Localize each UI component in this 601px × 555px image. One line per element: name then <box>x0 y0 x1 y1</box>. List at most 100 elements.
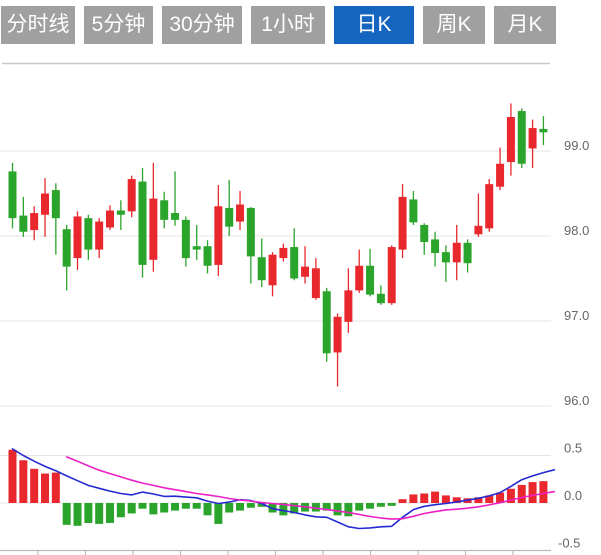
macd-bar <box>517 484 526 503</box>
candle <box>301 246 310 284</box>
candle <box>506 103 515 176</box>
macd-bar <box>214 503 223 524</box>
candle-body <box>387 247 396 304</box>
macd-bar <box>441 495 450 503</box>
candle <box>474 193 483 237</box>
price-axis-label: 97.0 <box>564 308 589 323</box>
candle <box>485 179 494 232</box>
macd-bar <box>344 503 353 517</box>
candle-body <box>246 207 255 257</box>
candle-body <box>539 128 548 133</box>
macd-bar <box>322 503 331 511</box>
price-axis-label: 96.0 <box>564 393 589 408</box>
candles-layer <box>8 103 548 387</box>
candle <box>452 224 461 281</box>
macd-bar <box>474 497 483 503</box>
candle-body <box>106 210 115 228</box>
price-axis-label: 99.0 <box>564 138 589 153</box>
macd-bar <box>41 473 50 503</box>
x-axis <box>0 549 551 555</box>
tab-5min[interactable]: 5分钟 <box>84 6 153 44</box>
candle-body <box>181 219 190 259</box>
candle <box>290 228 299 281</box>
macd-bar <box>485 495 494 503</box>
candle <box>376 285 385 305</box>
tab-monthly-k[interactable]: 月K <box>494 6 556 44</box>
macd-bar <box>355 503 364 511</box>
candle <box>441 245 450 282</box>
candle <box>149 162 158 272</box>
candle <box>387 245 396 305</box>
macd-bar <box>376 503 385 507</box>
candle-body <box>474 225 483 235</box>
candle-body <box>192 246 201 250</box>
candle-body <box>203 246 212 266</box>
macd-axis-label: -0.5 <box>558 536 580 551</box>
candle-body <box>41 193 50 215</box>
macd-bar <box>431 491 440 503</box>
candle <box>366 248 375 297</box>
candle-body <box>366 265 375 295</box>
candle-body <box>322 291 331 354</box>
candle-body <box>485 184 494 229</box>
macd-bar <box>311 503 320 512</box>
candle <box>333 313 342 387</box>
macd-bar <box>8 449 17 503</box>
macd-bar <box>116 503 125 518</box>
candle <box>160 191 169 229</box>
candle-body <box>8 171 17 219</box>
macd-bar <box>268 503 277 513</box>
candle <box>236 190 245 231</box>
macd-bar <box>171 503 180 511</box>
candle <box>344 268 353 333</box>
candle-body <box>257 257 266 281</box>
dea-line <box>65 456 556 520</box>
candle <box>528 119 537 168</box>
candle-body <box>355 265 364 291</box>
price-axis-label: 98.0 <box>564 223 589 238</box>
candle <box>181 216 190 267</box>
dif-line <box>11 448 556 530</box>
candle <box>138 168 147 278</box>
candle-body <box>138 181 147 265</box>
macd-bar <box>279 503 288 516</box>
candle-body <box>344 290 353 322</box>
candle-body <box>19 215 28 232</box>
candle <box>30 206 39 241</box>
macd-axis-label: 0.0 <box>564 488 582 503</box>
tab-weekly-k[interactable]: 周K <box>423 6 485 44</box>
tab-30min[interactable]: 30分钟 <box>162 6 242 44</box>
macd-bar <box>257 503 266 507</box>
tab-1hour[interactable]: 1小时 <box>251 6 325 44</box>
candle <box>41 178 50 237</box>
candle <box>517 108 526 168</box>
candle-body <box>409 199 418 223</box>
candle <box>62 224 71 291</box>
candle-body <box>214 206 223 265</box>
macd-bar <box>19 460 28 503</box>
macd-bar <box>225 503 234 513</box>
candle <box>73 211 82 270</box>
macd-bar <box>30 468 39 503</box>
macd-bar <box>236 503 245 511</box>
tab-timeshare[interactable]: 分时线 <box>1 6 75 44</box>
macd-bar <box>506 488 515 503</box>
candle-body <box>127 179 136 212</box>
candle <box>51 183 60 255</box>
candle-body <box>236 204 245 222</box>
macd-bar <box>51 472 60 503</box>
candle <box>322 287 331 362</box>
candle-body <box>506 117 515 163</box>
tab-daily-k[interactable]: 日K <box>334 6 414 44</box>
y-axis-labels: 99.0 98.0 97.0 96.0 0.5 0.0 -0.5 <box>558 138 589 551</box>
candle-body <box>225 207 234 227</box>
candle <box>203 240 212 274</box>
macd-bar <box>106 503 115 523</box>
candle-body <box>279 247 288 259</box>
candle <box>539 116 548 146</box>
macd-bar <box>387 503 396 506</box>
candle <box>420 223 429 255</box>
macd-bar <box>528 482 537 503</box>
candle-body <box>84 218 93 250</box>
